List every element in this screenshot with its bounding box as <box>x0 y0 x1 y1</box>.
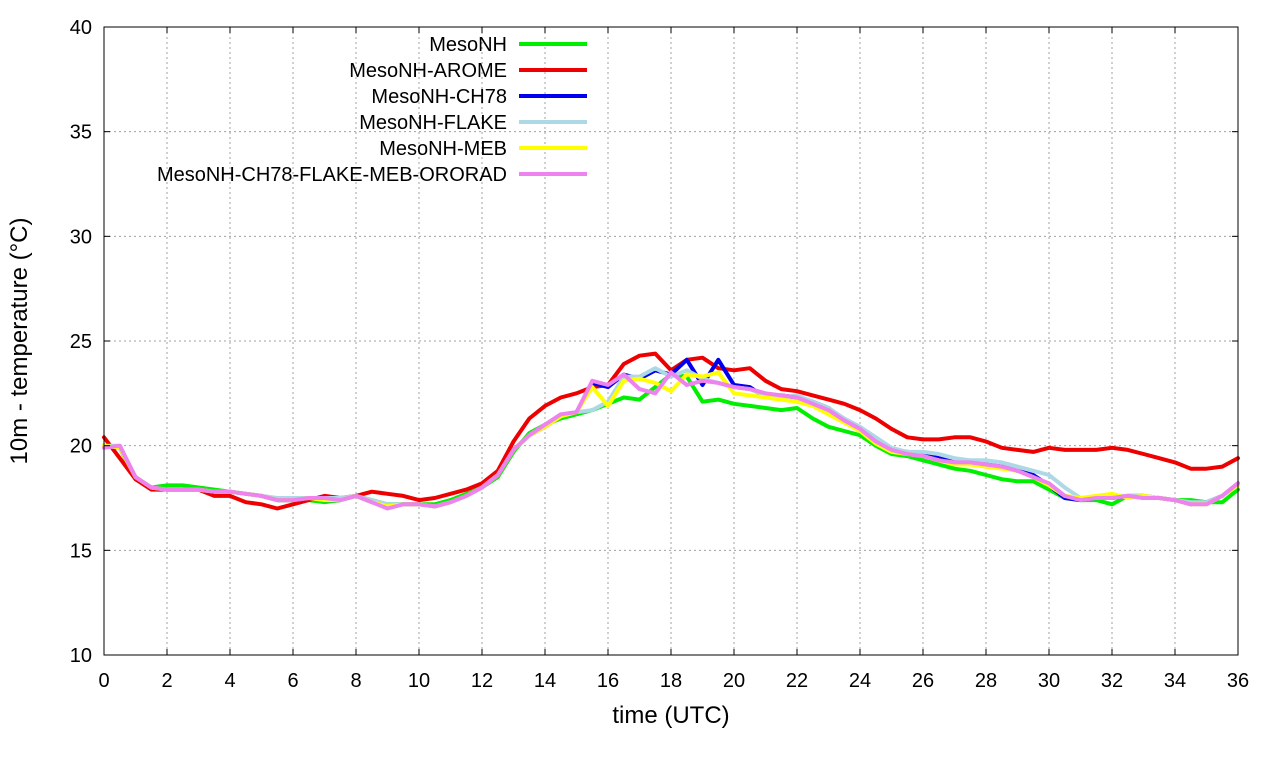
y-axis-ticks: 10 15 20 25 30 35 40 <box>70 17 1238 667</box>
legend-label: MesoNH-MEB <box>379 138 507 160</box>
x-tick-label: 32 <box>1101 670 1123 692</box>
legend-label: MesoNH-AROME <box>349 60 507 82</box>
y-tick-label: 35 <box>70 122 92 144</box>
x-tick-label: 10 <box>408 670 430 692</box>
x-tick-label: 2 <box>161 670 172 692</box>
grid <box>104 27 1238 655</box>
x-tick-label: 24 <box>849 670 871 692</box>
legend-label: MesoNH-CH78-FLAKE-MEB-ORORAD <box>157 164 507 186</box>
legend-label: MesoNH <box>429 34 507 56</box>
series-line-mesonh-flake <box>102 366 1240 509</box>
x-tick-label: 16 <box>597 670 619 692</box>
series-line-mesonh-meb <box>102 370 1240 509</box>
x-tick-label: 28 <box>975 670 997 692</box>
y-tick-label: 25 <box>70 331 92 353</box>
series-line-mesonh-ch78-flake-meb-ororad <box>102 370 1240 511</box>
x-tick-label: 18 <box>660 670 682 692</box>
legend-label: MesoNH-FLAKE <box>359 112 507 134</box>
y-tick-label: 40 <box>70 17 92 39</box>
x-tick-label: 12 <box>471 670 493 692</box>
legend-label: MesoNH-CH78 <box>371 86 507 108</box>
y-tick-label: 30 <box>70 226 92 248</box>
y-tick-label: 20 <box>70 436 92 458</box>
series-lines <box>102 351 1240 511</box>
x-tick-label: 6 <box>287 670 298 692</box>
y-tick-label: 15 <box>70 540 92 562</box>
x-tick-label: 34 <box>1164 670 1186 692</box>
x-tick-label: 26 <box>912 670 934 692</box>
series-line-mesonh-arome <box>102 351 1240 511</box>
x-tick-label: 30 <box>1038 670 1060 692</box>
x-tick-label: 0 <box>98 670 109 692</box>
x-axis-label: time (UTC) <box>612 702 729 729</box>
x-tick-label: 4 <box>224 670 235 692</box>
x-tick-label: 8 <box>350 670 361 692</box>
x-tick-label: 20 <box>723 670 745 692</box>
x-tick-label: 22 <box>786 670 808 692</box>
x-tick-label: 36 <box>1227 670 1249 692</box>
x-tick-label: 14 <box>534 670 556 692</box>
x-axis-ticks: 0 2 4 6 8 10 12 14 16 18 20 22 24 26 28 30 32 34 36 <box>98 27 1249 692</box>
y-tick-label: 10 <box>70 645 92 667</box>
y-axis-label: 10m - temperature (°C) <box>6 218 33 465</box>
legend: MesoNH MesoNH-AROME MesoNH-CH78 MesoNH-FLAK… <box>157 34 587 186</box>
